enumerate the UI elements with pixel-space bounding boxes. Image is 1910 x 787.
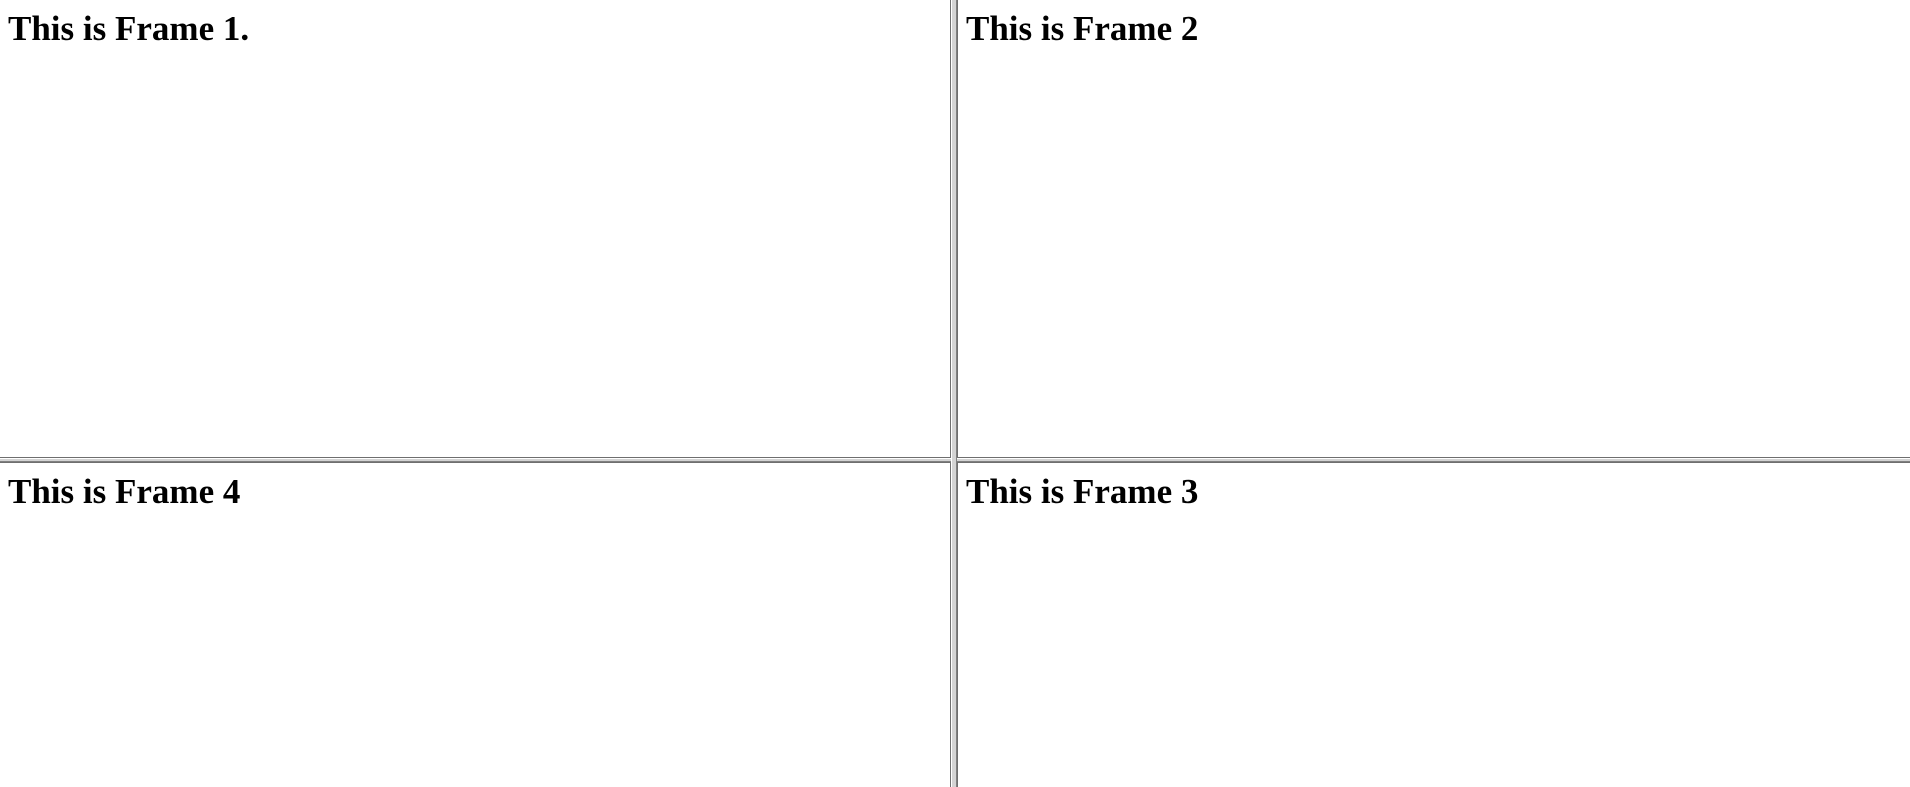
frame-2-heading: This is Frame 2 bbox=[966, 9, 1199, 48]
frame-4-heading: This is Frame 4 bbox=[8, 472, 241, 511]
frame-1-heading: This is Frame 1. bbox=[8, 9, 250, 48]
frame-3-heading: This is Frame 3 bbox=[966, 472, 1199, 511]
frame-3: This is Frame 3 bbox=[957, 462, 1910, 787]
frame-4: This is Frame 4 bbox=[0, 462, 951, 787]
frame-1: This is Frame 1. bbox=[0, 0, 951, 458]
frame-2: This is Frame 2 bbox=[957, 0, 1910, 458]
vertical-frame-splitter[interactable] bbox=[951, 0, 957, 787]
